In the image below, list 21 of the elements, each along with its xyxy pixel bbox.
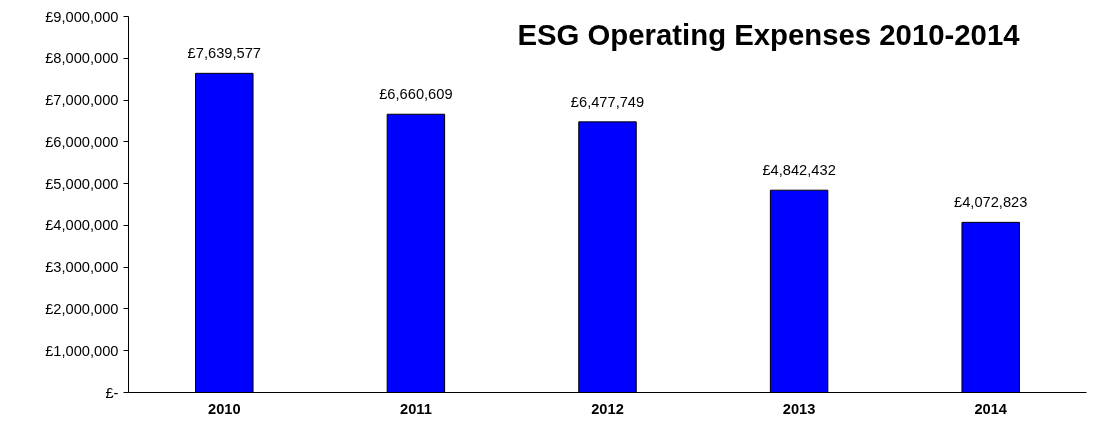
- y-tick-label: £-: [105, 384, 119, 401]
- x-tick-label: 2013: [782, 400, 816, 417]
- data-label: £6,477,749: [570, 93, 645, 110]
- x-tick-label: 2014: [974, 400, 1008, 417]
- data-label: £6,660,609: [379, 86, 453, 103]
- y-tick-label: £5,000,000: [45, 175, 119, 192]
- x-tick-label: 2012: [591, 400, 624, 417]
- y-tick-label: £1,000,000: [45, 342, 119, 359]
- y-tick-label: £4,000,000: [45, 217, 119, 234]
- x-tick-label: 2010: [208, 400, 241, 417]
- y-tick-label: £8,000,000: [45, 50, 119, 67]
- x-tick-label: 2011: [400, 400, 432, 417]
- data-label: £7,639,577: [187, 45, 261, 62]
- y-tick-label: £7,000,000: [45, 92, 119, 109]
- y-tick-label: £6,000,000: [45, 133, 119, 150]
- chart-title: ESG Operating Expenses 2010-2014: [517, 17, 1021, 51]
- data-label: £4,842,432: [762, 162, 836, 179]
- y-tick-label: £3,000,000: [45, 259, 119, 276]
- y-tick-label: £9,000,000: [45, 8, 119, 25]
- y-tick-label: £2,000,000: [45, 300, 119, 317]
- data-label: £4,072,823: [954, 194, 1028, 211]
